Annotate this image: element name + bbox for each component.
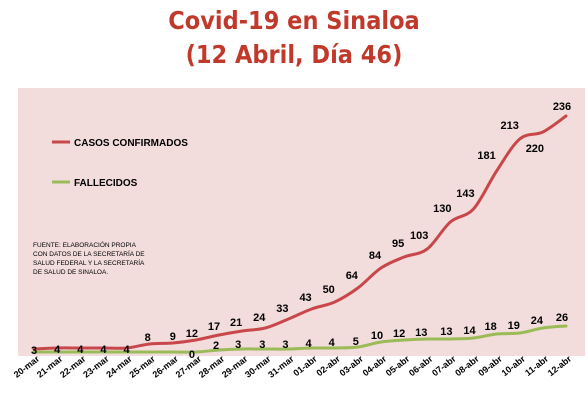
x-tick-label: 11-abr — [523, 353, 550, 378]
data-label-deaths: 12 — [393, 328, 405, 340]
data-label-confirmed: 17 — [208, 321, 220, 333]
data-label-confirmed: 103 — [410, 230, 428, 242]
data-label-deaths: 18 — [484, 321, 496, 333]
data-label-confirmed: 4 — [77, 344, 84, 356]
data-label-confirmed: 84 — [369, 250, 382, 262]
data-label-confirmed: 220 — [526, 143, 544, 155]
data-label-confirmed: 43 — [299, 292, 311, 304]
source-line-3: SALUD FEDERAL Y LA SECRETARÍA — [33, 258, 145, 267]
data-label-confirmed: 236 — [553, 101, 571, 113]
data-label-deaths: 3 — [282, 339, 288, 351]
data-label-deaths: 13 — [415, 327, 427, 339]
data-label-deaths: 3 — [259, 339, 265, 351]
data-label-confirmed: 33 — [276, 303, 288, 315]
data-label-deaths: 14 — [463, 325, 476, 337]
x-tick-label: 10-abr — [500, 353, 528, 378]
x-tick-label: 01-abr — [291, 353, 319, 378]
data-label-deaths: 4 — [329, 337, 336, 349]
legend-label-confirmed: CASOS CONFIRMADOS — [74, 138, 188, 149]
data-label-deaths: 3 — [235, 339, 241, 351]
x-tick-label: 08-abr — [453, 353, 481, 378]
data-label-confirmed: 181 — [477, 150, 495, 162]
data-label-deaths: 5 — [353, 336, 359, 348]
chart-title-line1: Covid-19 en Sinaloa — [168, 6, 420, 35]
data-label-confirmed: 213 — [501, 120, 519, 132]
source-note: FUENTE: ELABORACIÓN PROPIA CON DATOS DE … — [33, 240, 145, 276]
data-label-confirmed: 50 — [323, 284, 335, 296]
chart-title-line2: (12 Abril, Día 46) — [185, 40, 403, 69]
data-label-confirmed: 64 — [346, 270, 359, 282]
legend-label-deaths: FALLECIDOS — [74, 178, 138, 189]
data-label-deaths: 24 — [531, 315, 544, 327]
data-label-confirmed: 9 — [170, 331, 176, 343]
data-label-confirmed: 12 — [186, 328, 198, 340]
x-tick-label: 05-abr — [384, 353, 412, 378]
data-label-confirmed: 143 — [456, 188, 474, 200]
x-tick-label: 09-abr — [476, 353, 504, 378]
series-line-confirmed — [32, 114, 568, 351]
data-label-confirmed: 4 — [123, 344, 130, 356]
data-label-deaths: 26 — [556, 312, 568, 324]
data-label-deaths: 10 — [371, 330, 383, 342]
data-label-confirmed: 3 — [31, 345, 37, 357]
source-line-4: DE SALUD DE SINALOA. — [33, 269, 108, 276]
x-tick-label: 12-abr — [546, 353, 574, 378]
data-label-deaths: 0 — [189, 349, 195, 361]
source-line-1: FUENTE: ELABORACIÓN PROPIA — [33, 240, 137, 249]
data-label-confirmed: 8 — [145, 332, 151, 344]
data-label-confirmed: 130 — [433, 203, 451, 215]
data-label-confirmed: 95 — [392, 238, 404, 250]
series-line-deaths — [32, 324, 568, 354]
data-label-confirmed: 21 — [230, 317, 242, 329]
data-label-confirmed: 4 — [100, 344, 107, 356]
plot-area — [18, 88, 585, 356]
data-label-deaths: 19 — [508, 320, 520, 332]
x-tick-label: 02-abr — [314, 353, 342, 378]
data-label-confirmed: 4 — [54, 344, 61, 356]
legend: CASOS CONFIRMADOS FALLECIDOS — [52, 138, 188, 189]
data-label-deaths: 4 — [306, 338, 313, 350]
x-tick-label: 03-abr — [338, 353, 366, 378]
x-tick-label: 07-abr — [430, 353, 458, 378]
x-tick-label: 06-abr — [407, 353, 435, 378]
source-line-2: CON DATOS DE LA SECRETARÍA DE — [33, 249, 145, 258]
x-tick-label: 31-mar — [266, 353, 296, 379]
data-label-deaths: 13 — [440, 326, 452, 338]
x-tick-label: 04-abr — [361, 353, 389, 378]
data-label-deaths: 2 — [213, 340, 219, 352]
data-label-confirmed: 24 — [253, 312, 266, 324]
